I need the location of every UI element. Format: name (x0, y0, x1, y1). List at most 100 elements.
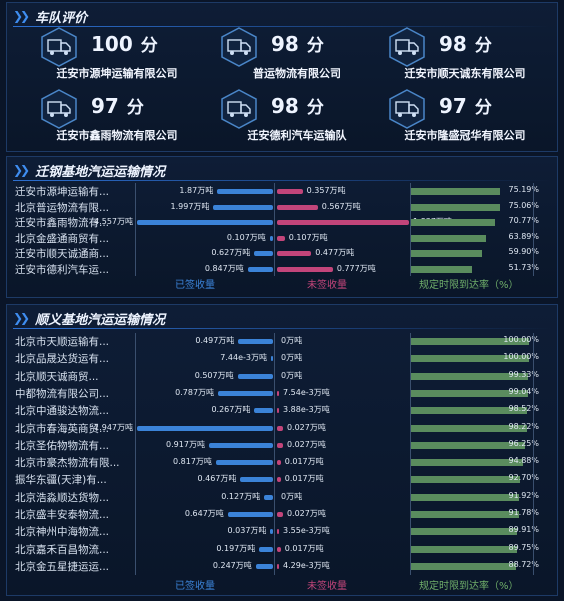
table-row[interactable]: 北京金五星捷运运... 0.247万吨 4.29e-3万吨 88.72% (7, 558, 559, 574)
received-bar (227, 512, 273, 517)
table-row[interactable]: 北京圣佑物物流有... 0.917万吨 0.027万吨 96.25% (7, 437, 559, 453)
rate-value: 59.90% (508, 247, 539, 256)
unreceived-bar (277, 512, 283, 517)
chevron-icon: ❯❯ (13, 311, 30, 325)
unreceived-bar (277, 529, 279, 535)
table-row[interactable]: 北京市天顺运输有... 0.497万吨 0万吨 100.00% (7, 333, 559, 349)
received-bar (271, 356, 273, 362)
unreceived-value: 0.107万吨 (288, 232, 328, 242)
table-row[interactable]: 北京品晟达货运有... 7.44e-3万吨 0万吨 100.00% (7, 350, 559, 366)
table-row[interactable]: 北京顺天诚商贸... 0.507万吨 0万吨 99.33% (7, 368, 559, 384)
company-name: 北京金五星捷运运... (15, 560, 110, 573)
rate-bar (411, 476, 521, 484)
table-row[interactable]: 北京嘉禾百昌物流... 0.197万吨 0.017万吨 89.75% (7, 541, 559, 557)
fleet-score: 100 分 (91, 31, 158, 56)
table-row[interactable]: 振华东疆(天津)有... 0.467万吨 0.017万吨 92.70% (7, 471, 559, 487)
unreceived-bar (277, 220, 409, 225)
unreceived-bar (277, 204, 318, 210)
unreceived-bar (277, 189, 303, 194)
table-row[interactable]: 中都物流有限公司... 0.787万吨 7.54e-3万吨 99.04% (7, 385, 559, 401)
rate-value: 96.25% (508, 438, 539, 448)
received-bar (254, 408, 273, 414)
received-value: 0.127万吨 (221, 491, 261, 501)
table-row[interactable]: 迁安市鑫雨物流有... 4.557万吨 1.837万吨 70.77% (7, 214, 559, 230)
fleet-card: 98 分 迁安市顺天诚东有限公司 (375, 27, 555, 83)
rate-value: 99.33% (508, 369, 539, 379)
company-name: 北京嘉禾百昌物流... (15, 543, 110, 556)
table-row[interactable]: 迁安市源坤运输有... 1.87万吨 0.357万吨 75.19% (7, 183, 559, 199)
qiangang-legend-unreceived: 未签收量 (307, 280, 347, 291)
rate-bar (411, 355, 529, 363)
fleet-score-value: 98 (271, 94, 299, 118)
table-row[interactable]: 北京中通骏达物流... 0.267万吨 3.88e-3万吨 98.52% (7, 402, 559, 418)
fleet-company-name: 迁安市源坤运输有限公司 (56, 67, 178, 80)
column-divider (410, 183, 411, 276)
table-row[interactable]: 北京市春海英商贸... 1.947万吨 0.027万吨 98.22% (7, 420, 559, 436)
received-bar (213, 204, 273, 210)
qiangang-transport-panel: ❯❯ 迁钢基地汽运运输情况 迁安市源坤运输有... 1.87万吨 0.357万吨… (6, 156, 558, 298)
column-divider (533, 183, 534, 276)
rate-value: 98.22% (508, 421, 539, 431)
fleet-company-name: 普运物流有限公司 (253, 67, 341, 80)
column-divider (274, 183, 275, 276)
unreceived-value: 0万吨 (281, 353, 303, 363)
unreceived-bar (277, 563, 279, 569)
table-row[interactable]: 迁安市德利汽车运... 0.847万吨 0.777万吨 51.73% (7, 261, 559, 277)
rate-value: 100.00% (503, 335, 539, 344)
unreceived-value: 7.54e-3万吨 (283, 387, 330, 397)
fleet-score-value: 97 (91, 94, 119, 118)
received-value: 0.507万吨 (194, 370, 234, 380)
shunyi-legend-rate: 规定时限到达率（%） (419, 581, 519, 592)
rate-value: 88.72% (508, 559, 539, 569)
qiangang-panel-header: ❯❯ 迁钢基地汽运运输情况 (13, 161, 551, 181)
shunyi-legend-unreceived: 未签收量 (307, 581, 347, 592)
fleet-score-unit: 分 (126, 98, 144, 118)
rate-value: 89.91% (508, 525, 539, 535)
rate-bar (411, 493, 520, 501)
company-name: 北京中通骏达物流... (15, 405, 110, 418)
received-value: 0.267万吨 (211, 405, 251, 415)
unreceived-value: 0万吨 (281, 336, 303, 345)
received-value: 7.44e-3万吨 (220, 353, 267, 363)
table-row[interactable]: 迁安市顺天诚通商... 0.627万吨 0.477万吨 59.90% (7, 245, 559, 261)
unreceived-bar (277, 546, 281, 552)
fleet-panel-header: ❯❯ 车队评价 (13, 7, 551, 27)
table-row[interactable]: 北京金盛通商贸有... 0.107万吨 0.107万吨 63.89% (7, 230, 559, 246)
fleet-company-name: 迁安市顺天诚东有限公司 (404, 67, 526, 80)
received-bar (238, 339, 273, 344)
unreceived-value: 0.027万吨 (286, 509, 326, 518)
unreceived-value: 0.027万吨 (286, 422, 326, 432)
fleet-card: 97 分 迁安市鑫雨物流有限公司 (27, 89, 207, 145)
shunyi-panel-header: ❯❯ 顺义基地汽运运输情况 (13, 309, 551, 329)
received-value: 0.467万吨 (197, 474, 237, 484)
company-name: 北京圣佑物物流有... (15, 439, 110, 452)
rate-bar (411, 219, 495, 226)
company-name: 北京金盛通商贸有... (15, 232, 110, 245)
rate-bar (411, 265, 473, 273)
qiangang-legend-rate: 规定时限到达率（%） (419, 280, 519, 291)
table-row[interactable]: 北京神州中海物流... 0.037万吨 3.55e-3万吨 89.91% (7, 523, 559, 539)
received-value: 0.107万吨 (226, 232, 266, 242)
fleet-company-name: 迁安市隆盛冠华有限公司 (404, 129, 526, 142)
rate-bar (411, 188, 500, 195)
company-name: 北京普运物流有限... (15, 201, 110, 214)
table-row[interactable]: 北京市豪杰物流有限... 0.817万吨 0.017万吨 94.88% (7, 454, 559, 470)
company-name: 北京盛丰安泰物流... (15, 509, 110, 521)
chevron-icon: ❯❯ (13, 9, 30, 23)
received-bar (269, 235, 273, 241)
received-bar (259, 546, 273, 552)
rate-bar (411, 234, 487, 242)
column-divider (533, 333, 534, 576)
received-bar (247, 266, 273, 272)
rate-value: 91.78% (508, 508, 539, 517)
received-value: 0.817万吨 (173, 457, 212, 467)
fleet-score-unit: 分 (474, 36, 492, 56)
table-row[interactable]: 北京普运物流有限... 1.997万吨 0.567万吨 75.06% (7, 199, 559, 215)
table-row[interactable]: 北京盛丰安泰物流... 0.647万吨 0.027万吨 91.78% (7, 506, 559, 522)
table-row[interactable]: 北京浩淼顺达货物... 0.127万吨 0万吨 91.92% (7, 489, 559, 505)
shunyi-table: 北京市天顺运输有... 0.497万吨 0万吨 100.00% 北京品晟达货运有… (7, 333, 559, 576)
received-bar (215, 460, 273, 466)
fleet-score-unit: 分 (140, 36, 158, 56)
unreceived-value: 3.88e-3万吨 (283, 405, 330, 415)
rate-bar (411, 250, 482, 257)
